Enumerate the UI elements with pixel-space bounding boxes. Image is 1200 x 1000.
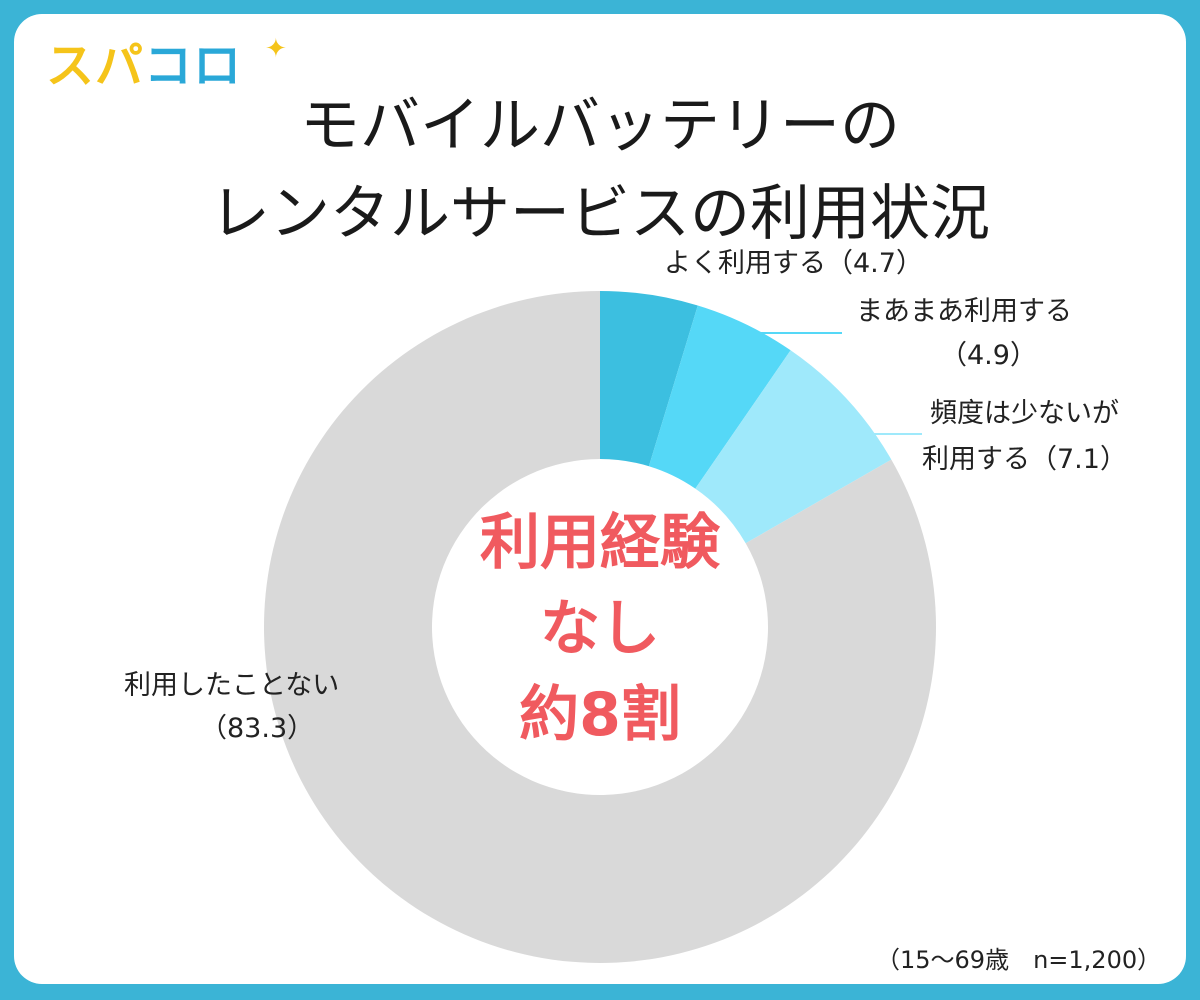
center-callout-line-3: 約8割 bbox=[519, 680, 681, 750]
slice-label-never-line-2: （83.3） bbox=[200, 713, 315, 744]
slice-label-rarely-line-2: 利用する（7.1） bbox=[922, 444, 1127, 475]
slice-label-rarely-line-1: 頻度は少ないが bbox=[930, 398, 1119, 429]
donut-slice-3 bbox=[695, 350, 892, 544]
donut-slice-1 bbox=[600, 291, 698, 467]
center-callout-line-2: なし bbox=[540, 594, 660, 664]
donut-slice-4 bbox=[264, 291, 937, 964]
chart-title-line-1: モバイルバッテリーの bbox=[300, 91, 900, 161]
center-callout: 利用経験 なし 約8割 bbox=[450, 500, 750, 758]
center-callout-line-1: 利用経験 bbox=[480, 508, 720, 578]
logo-part-2: コロ bbox=[144, 38, 243, 94]
sparkle-icon: ✦ bbox=[265, 34, 287, 64]
brand-logo: スパコロ bbox=[46, 42, 242, 90]
slice-label-never-line-1: 利用したことない bbox=[124, 670, 340, 701]
chart-title: モバイルバッテリーの レンタルサービスの利用状況 bbox=[0, 82, 1200, 258]
sample-note: （15〜69歳 n=1,200） bbox=[876, 946, 1162, 974]
donut-slice-2 bbox=[648, 305, 791, 489]
chart-title-line-2: レンタルサービスの利用状況 bbox=[210, 179, 990, 249]
slice-label-sometimes-line-2: （4.9） bbox=[940, 340, 1037, 371]
label-leader-lines bbox=[760, 332, 922, 435]
slice-label-often: よく利用する（4.7） bbox=[664, 248, 923, 279]
donut-slices bbox=[264, 291, 937, 964]
slice-label-sometimes-line-1: まあまあ利用する bbox=[856, 296, 1072, 327]
logo-part-1: スパ bbox=[46, 38, 145, 94]
